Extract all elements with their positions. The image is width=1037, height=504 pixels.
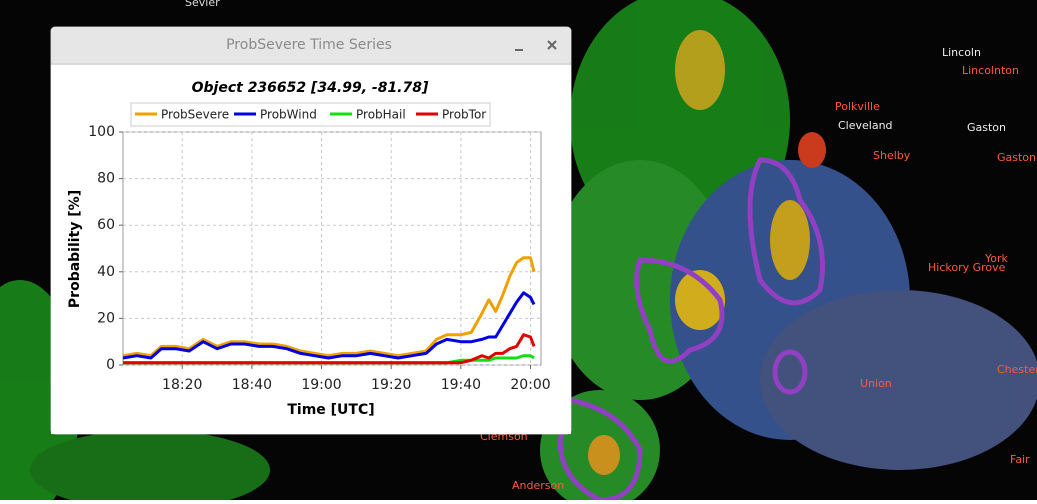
map-label: Lincoln [942, 46, 981, 59]
legend [130, 102, 491, 127]
map-label: Anderson [512, 479, 564, 492]
x-tick-label: 18:40 [232, 377, 272, 393]
chart-title: Object 236652 [34.99, -81.78] [192, 80, 429, 96]
map-label: Cleveland [838, 119, 893, 132]
legend-label: ProbSevere [161, 108, 229, 122]
legend-label: ProbHail [356, 108, 406, 122]
y-tick-label: 40 [97, 264, 115, 280]
x-axis-label: Time [UTC] [287, 402, 374, 418]
map-label: Polkville [835, 100, 880, 113]
map-label: Gastonia [997, 151, 1037, 164]
window-title: ProbSevere Time Series [226, 37, 392, 53]
y-axis-label: Probability [%] [67, 190, 83, 308]
y-tick-label: 80 [97, 171, 115, 187]
legend-label: ProbWind [260, 108, 317, 122]
map-label: Hickory Grove [928, 261, 1006, 274]
map-label: Sevier [185, 0, 220, 9]
plot-area [122, 131, 542, 366]
map-label: Fair [1010, 453, 1030, 466]
x-tick-label: 20:00 [510, 377, 550, 393]
y-tick-label: 60 [97, 217, 115, 233]
y-tick-label: 100 [88, 124, 115, 140]
x-tick-label: 19:00 [301, 377, 341, 393]
map-label: Lincolnton [962, 64, 1019, 77]
legend-label: ProbTor [442, 108, 486, 122]
title-bar [51, 27, 571, 64]
map-label: Gaston [967, 121, 1006, 134]
storm-outlines [557, 157, 825, 503]
series-line [122, 291, 536, 360]
map-label: Union [860, 377, 892, 390]
y-tick-label: 0 [106, 357, 115, 373]
x-tick-label: 18:20 [162, 377, 202, 393]
map-label: York [984, 252, 1009, 265]
y-tick-label: 20 [97, 310, 115, 326]
map-label: Chester [997, 363, 1037, 376]
series-line [122, 256, 536, 358]
map-label: Shelby [873, 149, 911, 162]
close-button[interactable] [547, 40, 557, 50]
plot: 0 20 40 60 80 100 18:20 18:40 19:00 19:20 19:40 20:… [88, 124, 550, 393]
series-line [123, 333, 536, 365]
x-tick-label: 19:20 [371, 377, 411, 393]
x-tick-label: 19:40 [441, 377, 481, 393]
